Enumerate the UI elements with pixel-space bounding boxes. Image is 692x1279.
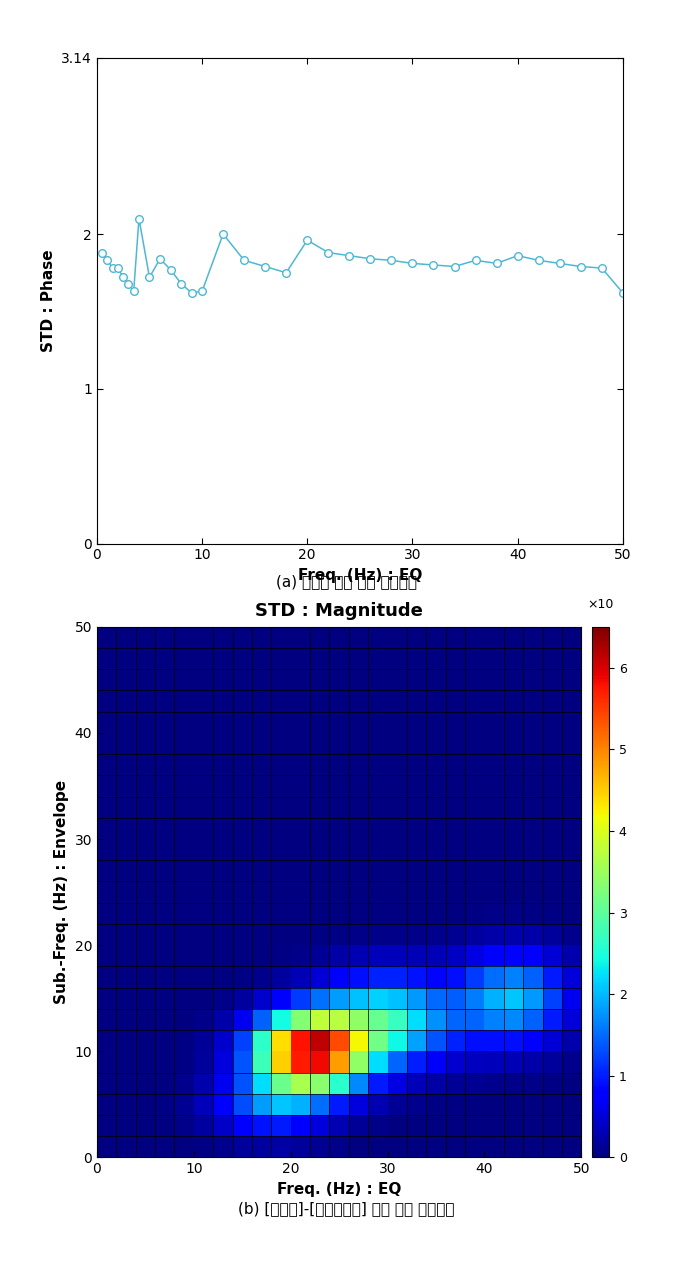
Text: (b) [주파수]-[서브주파수] 영역 크기 표준편차: (b) [주파수]-[서브주파수] 영역 크기 표준편차 — [238, 1201, 454, 1216]
Y-axis label: Sub.-Freq. (Hz) : Envelope: Sub.-Freq. (Hz) : Envelope — [54, 780, 69, 1004]
Y-axis label: STD : Phase: STD : Phase — [41, 249, 56, 352]
Text: (a) 주파수 영역 위상 표준편차: (a) 주파수 영역 위상 표준편차 — [275, 574, 417, 590]
Text: ×10: ×10 — [587, 597, 614, 611]
X-axis label: Freq. (Hz) : EQ: Freq. (Hz) : EQ — [298, 568, 422, 583]
Title: STD : Magnitude: STD : Magnitude — [255, 601, 423, 619]
X-axis label: Freq. (Hz) : EQ: Freq. (Hz) : EQ — [277, 1182, 401, 1197]
